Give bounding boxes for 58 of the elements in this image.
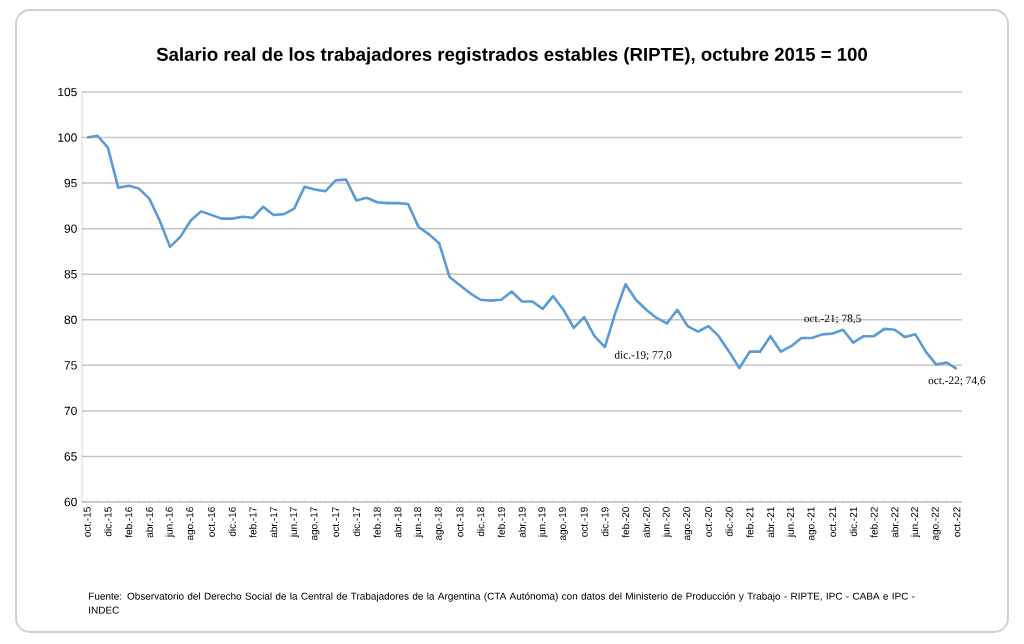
x-tick-label: feb.-18 [373,507,381,538]
x-tick-label: jun.-19 [538,507,548,538]
x-tick-label: abr.-16 [145,507,153,538]
x-tick-label: dic.-19 [601,507,609,537]
annotation: dic.-19; 77,0 [614,350,672,361]
x-tick-label: ago.-18 [434,507,444,541]
x-tick-label: jun.-20 [662,507,672,538]
x-tick-label: ago.-17 [310,507,320,541]
x-tick-label: ago.-20 [683,507,693,541]
x-tick-label: abr.-22 [891,507,899,538]
x-tick-label: ago.-19 [558,507,568,541]
y-tick-label: 105 [58,87,77,97]
x-tick-label: abr.-18 [394,507,402,538]
x-tick-label: abr.-21 [766,507,775,538]
x-tick-label: ago.-16 [186,507,196,541]
y-tick-label: 65 [64,452,77,461]
x-tick-label: feb.-17 [249,507,257,538]
x-tick-label: feb.-20 [621,507,630,538]
x-tick-label: oct.-17 [332,507,340,537]
x-tick-label: oct.-20 [704,507,712,537]
x-tick-label: oct.-22 [953,507,961,537]
x-tick-label: oct.-19 [580,507,588,537]
x-tick-label: abr.-20 [642,507,650,538]
x-tick-label: oct.-16 [207,507,215,537]
x-tick-label: feb.-21 [746,507,754,538]
x-tick-label: dic.-16 [228,507,236,537]
x-tick-label: oct.-15 [83,507,91,537]
source-note: Fuente: Observatorio del Derecho Social de la Central de Trabajadores de la Argentina (CTA Autónoma) con datos del Ministerio de Producción y Trabajo - RIPTE, IPC - CABA e IPC - INDEC [89,592,915,614]
x-tick-label: oct.-21 [829,507,837,537]
y-tick-label: 80 [64,315,77,325]
x-tick-label: feb.-22 [870,507,878,538]
annotation: oct.-22; 74,6 [928,376,986,386]
y-tick-label: 90 [64,224,77,233]
y-tick-label: 75 [64,361,77,370]
y-tick-label: 70 [64,406,77,416]
x-tick-label: oct.-18 [456,507,464,537]
y-tick-label: 95 [64,178,77,188]
y-tick-label: 85 [64,269,77,279]
x-tick-label: dic.-15 [104,507,112,537]
x-tick-label: dic.-21 [849,507,857,537]
annotation: oct.-21; 78,5 [804,314,861,324]
x-tick-label: dic.-18 [476,507,485,537]
y-tick-label: 100 [58,133,77,142]
x-tick-label: abr.-17 [269,507,278,538]
x-tick-label: feb.-19 [497,507,505,538]
x-tick-label: feb.-16 [124,507,133,538]
x-tick-label: ago.-21 [807,507,817,541]
chart-title: Salario real de los trabajadores registrados estables (RIPTE), octubre 2015 = 100 [156,47,868,65]
x-tick-label: ago.-22 [931,507,941,541]
x-tick-label: dic.-17 [352,507,361,537]
x-tick-label: jun.-18 [413,507,424,538]
y-tick-label: 60 [64,497,77,507]
x-tick-label: dic.-20 [725,507,733,537]
x-tick-label: abr.-19 [518,507,526,538]
x-tick-label: jun.-22 [910,507,921,538]
x-tick-label: jun.-16 [165,507,175,538]
x-tick-label: jun.-21 [786,507,796,538]
x-tick-label: jun.-17 [289,507,299,538]
